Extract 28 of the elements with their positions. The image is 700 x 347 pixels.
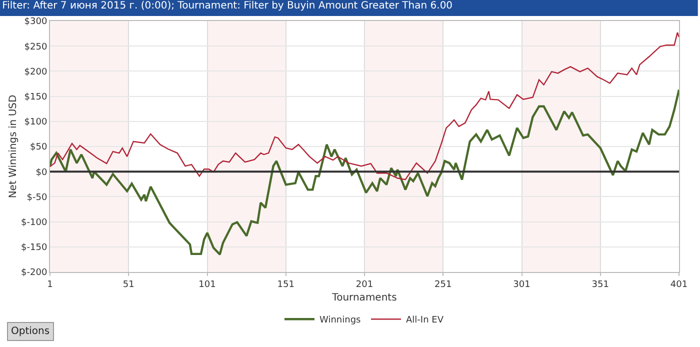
x-tick-label: 401 [670, 280, 688, 290]
y-tick-label: $50 [30, 142, 48, 153]
line-series [50, 88, 679, 256]
x-tick-label: 301 [513, 280, 530, 290]
y-tick-label: $300 [24, 17, 48, 28]
y-tick-label: $0 [36, 168, 48, 178]
text: Options [11, 326, 50, 337]
x-tick-label: 251 [434, 280, 452, 290]
x-tick-label: 351 [592, 280, 609, 290]
x-tick-label: 1 [47, 280, 53, 290]
y-tick-label: $-200 [21, 268, 48, 278]
x-tick-label: 201 [356, 280, 374, 290]
y-tick-label: $-100 [21, 218, 48, 228]
chart-title: Filter: After 7 июня 2015 г. (0:00); Tournament: Filter by Buyin Amount Greater Than 6.00 [2, 0, 453, 12]
y-tick-label: $200 [24, 67, 48, 78]
line-series [50, 32, 679, 180]
legend-label: All-In EV [406, 316, 444, 326]
x-tick-label: 51 [122, 280, 134, 290]
y-tick-label: $-150 [21, 243, 48, 254]
y-tick-label: $-50 [26, 192, 48, 203]
legend-label: Winnings [320, 316, 362, 326]
x-axis-title: Tournaments [331, 292, 397, 304]
y-axis-title: Net Winnings in USD [8, 94, 20, 198]
y-tick-label: $150 [24, 92, 48, 102]
y-tick-label: $100 [24, 118, 48, 128]
y-tick-label: $250 [24, 42, 48, 52]
x-tick-label: 101 [198, 280, 216, 290]
x-tick-label: 151 [277, 280, 294, 290]
